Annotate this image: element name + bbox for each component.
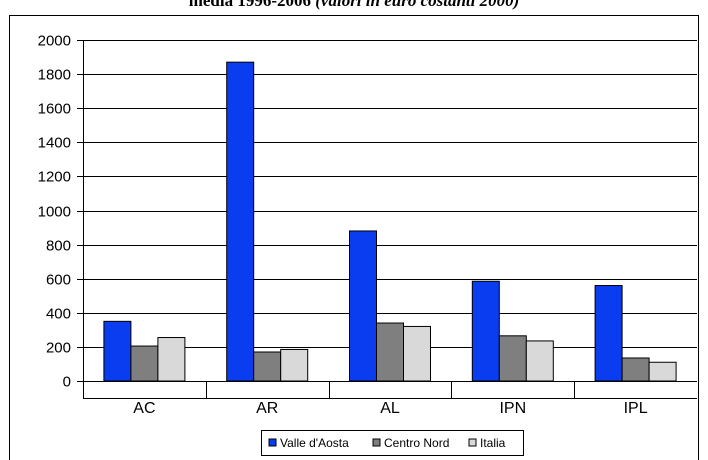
bar-valle-d-aosta-ipn	[471, 280, 500, 382]
bar-valle-d-aosta-ac	[103, 320, 132, 382]
x-tick-label: AC	[133, 400, 155, 417]
legend: Valle d'Aosta Centro Nord Italia	[261, 430, 524, 456]
y-tick-label: 600	[46, 272, 71, 289]
y-tick-label: 400	[46, 306, 71, 323]
bar-italia-ipl	[648, 361, 677, 382]
y-tick-label: 200	[46, 340, 71, 357]
bar-centro-nord-ar	[253, 351, 282, 382]
y-tick-label: 1000	[38, 204, 71, 221]
y-tick-label: 1800	[38, 67, 71, 84]
legend-entry: Italia	[480, 436, 506, 450]
y-tick-label: 2000	[38, 33, 71, 50]
x-tick-label: IPL	[624, 400, 648, 417]
y-tick-label: 800	[46, 238, 71, 255]
chart-title-main: media 1996-2006	[188, 0, 312, 10]
legend-box	[261, 430, 524, 456]
bars	[103, 61, 677, 382]
bar-valle-d-aosta-ipl	[594, 285, 623, 382]
bar-centro-nord-al	[376, 322, 404, 382]
legend-swatch	[372, 438, 381, 447]
bar-valle-d-aosta-al	[349, 230, 377, 382]
bar-italia-ipn	[525, 340, 554, 382]
x-tick-label: AR	[256, 400, 278, 417]
legend-swatch	[468, 438, 477, 447]
legend-swatch	[268, 438, 277, 447]
axes: 0 200 400 600 800 1000 1200 1400 1600 1800 2000 AC A…	[38, 33, 697, 417]
chart-title-italic: (valori in euro costanti 2000)	[315, 0, 520, 10]
bar-italia-al	[403, 325, 431, 382]
legend-entry: Valle d'Aosta	[280, 436, 349, 450]
y-tick-label: 1400	[38, 135, 71, 152]
y-tick-label: 1600	[38, 101, 71, 118]
bar-italia-ar	[280, 348, 309, 382]
chart-frame	[9, 15, 699, 460]
bar-centro-nord-ipn	[498, 335, 527, 382]
y-tick-label: 0	[63, 374, 71, 391]
x-tick-label: AL	[380, 400, 400, 417]
y-tick-label: 1200	[38, 169, 71, 186]
bar-centro-nord-ipl	[621, 357, 650, 382]
legend-entry: Centro Nord	[384, 436, 449, 450]
bar-centro-nord-ac	[130, 345, 159, 382]
bar-italia-ac	[157, 337, 186, 382]
chart-title: media 1996-2006 (valori in euro costanti…	[0, 0, 708, 11]
bar-valle-d-aosta-ar	[226, 61, 255, 382]
x-tick-label: IPN	[499, 400, 526, 417]
